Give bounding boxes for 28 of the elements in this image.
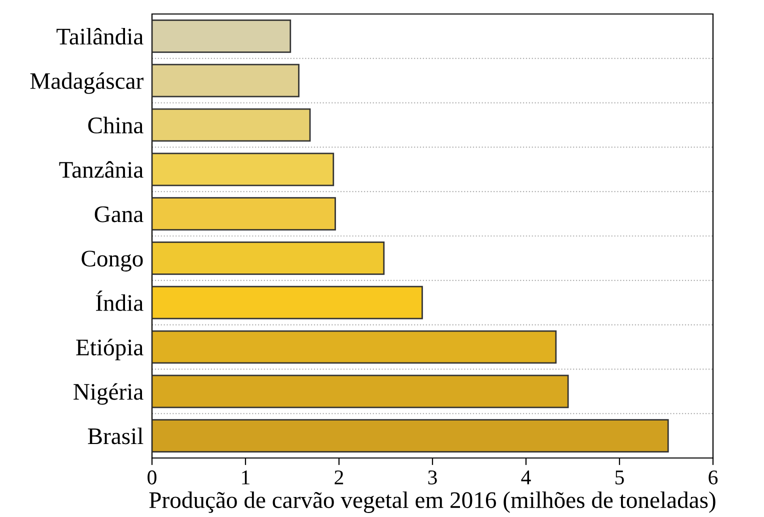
y-tick-label: Etiópia: [76, 338, 144, 360]
bar: [152, 152, 334, 186]
x-tick-label: 6: [708, 470, 718, 484]
y-tick-label: Tailândia: [56, 28, 144, 45]
bar: [152, 286, 423, 320]
x-tick-label: 5: [616, 470, 624, 484]
bar: [152, 374, 569, 408]
bar: [152, 242, 385, 275]
x-tick-label: 4: [521, 470, 531, 484]
y-tick-label: Gana: [94, 206, 144, 222]
x-tick-label: 1: [242, 470, 250, 484]
y-tick-label: Brasil: [88, 428, 144, 444]
bar: [152, 64, 300, 98]
x-axis-title: Produção de carvão vegetal em 2016 (milhões de toneladas): [149, 491, 716, 513]
bar: [152, 20, 292, 53]
y-tick-label: Tanzânia: [59, 161, 144, 178]
x-tick-label: 2: [334, 470, 344, 484]
x-tick-label: 0: [148, 470, 156, 484]
bar: [152, 419, 669, 452]
x-tick-label: 3: [428, 470, 437, 484]
y-tick-label: Nigéria: [74, 383, 144, 405]
bar: [152, 330, 557, 364]
bar: [152, 197, 336, 230]
y-tick-label: Madagáscar: [30, 72, 144, 94]
y-tick-label: Índia: [96, 290, 144, 312]
y-tick-label: Congo: [82, 250, 143, 272]
y-tick-label: China: [88, 116, 144, 134]
bar: [152, 108, 311, 142]
